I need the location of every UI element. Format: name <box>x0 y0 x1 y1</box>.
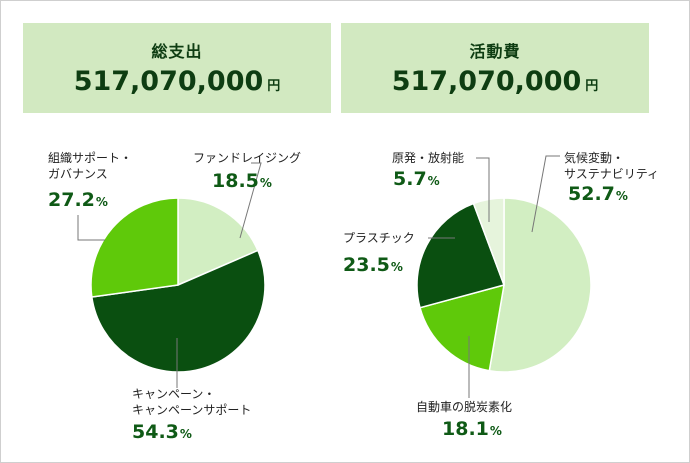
slice-label-fundraising: ファンドレイジング <box>193 151 302 165</box>
total-expenditure-value: 517,070,000 <box>73 66 264 97</box>
activity-expense-panel: 活動費 517,070,000 円 <box>341 23 649 113</box>
total-expenditure-pie <box>90 197 266 373</box>
pie-slice-plastic <box>416 202 505 309</box>
activity-expense-pie <box>416 197 592 373</box>
leader-line-governance <box>77 215 105 241</box>
pie-slice-climate <box>488 197 592 373</box>
slice-label-vehicle: 自動車の脱炭素化 <box>416 400 513 414</box>
leader-line-fundraising <box>239 162 262 239</box>
slice-value-campaign: 54.3% <box>132 421 192 443</box>
slice-label-campaign: キャンペーン・ キャンペーンサポート <box>132 387 252 417</box>
activity-expense-amount: 517,070,000 円 <box>341 66 649 97</box>
leader-line-nuclear <box>476 157 490 222</box>
pie-slice-vehicle <box>419 283 505 372</box>
leader-lines <box>77 155 560 398</box>
pie-slice-fundraising <box>177 197 259 287</box>
slice-value-fundraising: 18.5% <box>212 170 272 192</box>
slice-value-nuclear: 5.7% <box>393 168 440 190</box>
total-expenditure-unit: 円 <box>267 79 281 94</box>
slice-value-governance: 27.2% <box>48 189 108 211</box>
slice-label-climate: 気候変動・ サステナビリティ <box>564 151 660 181</box>
slice-label-nuclear: 原発・放射能 <box>392 151 465 165</box>
total-expenditure-amount: 517,070,000 円 <box>23 66 331 97</box>
slice-label-plastic: プラスチック <box>343 231 415 245</box>
slice-value-vehicle: 18.1% <box>442 418 502 440</box>
slice-value-plastic: 23.5% <box>343 254 403 276</box>
activity-expense-value: 517,070,000 <box>391 66 582 97</box>
pie-slice-campaign <box>90 249 266 373</box>
activity-expense-unit: 円 <box>585 79 599 94</box>
total-expenditure-panel: 総支出 517,070,000 円 <box>23 23 331 113</box>
slice-label-governance: 組織サポート・ ガバナンス <box>48 151 133 181</box>
total-expenditure-title: 総支出 <box>151 42 203 61</box>
leader-line-climate <box>531 155 560 233</box>
pie-slice-governance <box>90 197 179 298</box>
slice-value-climate: 52.7% <box>568 183 628 205</box>
activity-expense-title: 活動費 <box>469 42 521 61</box>
